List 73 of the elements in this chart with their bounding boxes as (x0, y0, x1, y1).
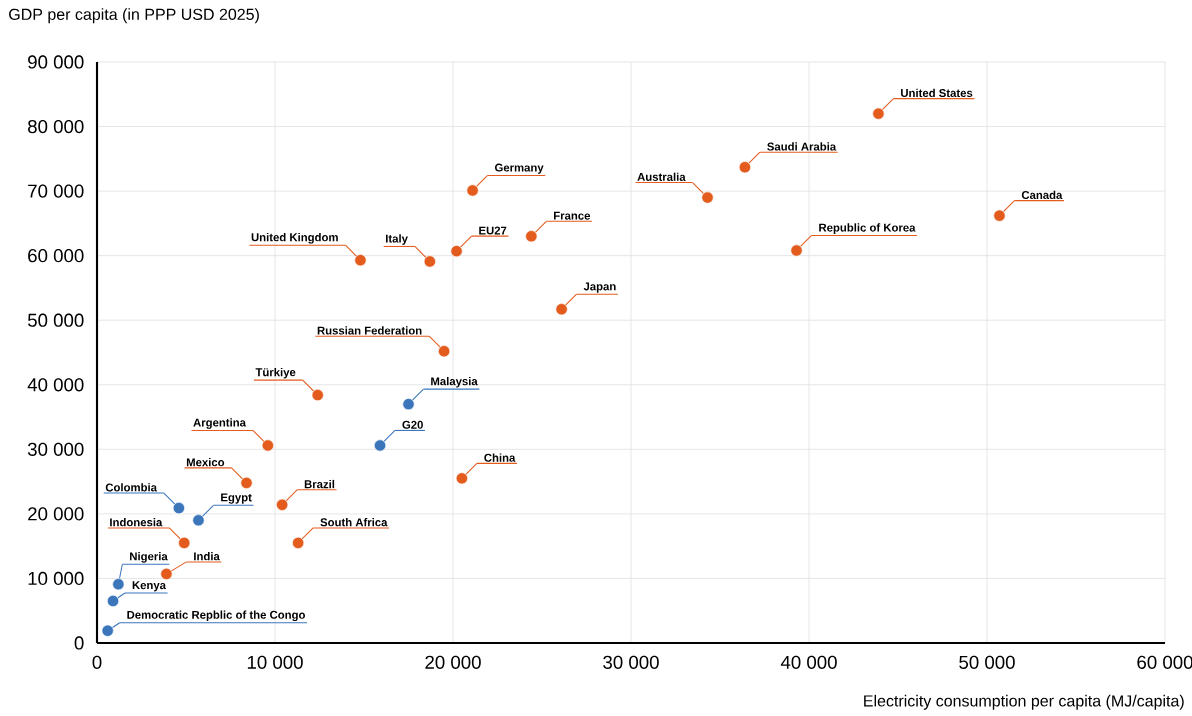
y-tick-label: 50 000 (27, 313, 84, 327)
point (466, 184, 479, 197)
y-axis-title: GDP per capita (in PPP USD 2025) (9, 8, 259, 24)
annotation: South Africa (320, 518, 388, 527)
point (160, 567, 173, 580)
point (423, 255, 436, 268)
x-tick-label: 30 000 (603, 655, 659, 669)
point (872, 107, 885, 120)
annotation: Democratic Repblic of the Congo (127, 610, 305, 622)
y-tick-label: 90 000 (28, 55, 84, 69)
annotation: Australia (637, 172, 686, 181)
annotation: Indonesia (110, 518, 163, 527)
annotation: Egypt (221, 493, 252, 504)
annotation: Italy (386, 234, 408, 245)
annotation: France (554, 211, 591, 220)
point (402, 398, 415, 411)
y-tick-label: 0 (74, 636, 84, 650)
annotation: Türkiye (255, 367, 296, 379)
point (112, 578, 125, 591)
point (555, 303, 568, 316)
point (354, 254, 367, 267)
y-tick-label: 70 000 (28, 184, 84, 198)
x-tick-label: 10 000 (247, 655, 303, 669)
annotation: Kenya (132, 581, 167, 592)
point (276, 498, 289, 511)
annotation: G20 (402, 420, 423, 429)
point (701, 191, 714, 204)
x-tick-label: 0 (92, 655, 102, 669)
x-axis-title: Electricity consumption per capita (MJ/capita) (864, 694, 1184, 710)
point (311, 389, 324, 402)
annotation: United Kingdom (251, 232, 338, 244)
point (172, 501, 185, 515)
x-tick-label: 40 000 (780, 655, 837, 669)
point (192, 514, 205, 527)
y-tick-label: 20 000 (28, 507, 84, 521)
annotation: EU27 (479, 226, 507, 235)
y-tick-label: 80 000 (28, 119, 84, 134)
annotation: Mexico (186, 457, 225, 467)
annotation: Japan (583, 282, 616, 293)
annotation: India (194, 551, 220, 561)
point (738, 161, 751, 174)
x-tick-label: 50 000 (959, 655, 1015, 669)
x-tick-label: 20 000 (425, 655, 481, 669)
y-tick-label: 30 000 (27, 442, 84, 456)
point (373, 439, 387, 452)
annotation: Russian Federation (317, 326, 422, 335)
annotation: China (484, 453, 516, 462)
annotation: United States (901, 88, 973, 98)
point (178, 536, 191, 549)
annotation: Argentina (193, 418, 247, 429)
x-tick-label: 60 000 (1137, 655, 1192, 669)
annotation: Saudi Arabia (767, 142, 837, 151)
annotation: Colombia (105, 483, 158, 492)
point (525, 230, 538, 243)
y-tick-label: 60 000 (28, 249, 84, 263)
point (261, 439, 274, 452)
y-tick-label: 40 000 (27, 378, 84, 392)
point (240, 476, 253, 489)
point (790, 244, 803, 257)
annotation: Malaysia (431, 376, 478, 388)
point (292, 536, 305, 549)
point (455, 472, 468, 485)
annotation: Brazil (304, 479, 335, 489)
annotation: Republic of Korea (819, 223, 916, 234)
point (438, 345, 451, 358)
annotation: Germany (494, 163, 544, 174)
point (450, 245, 463, 258)
point (101, 624, 114, 637)
y-tick-label: 10 000 (28, 571, 84, 586)
point (993, 209, 1006, 222)
annotation: Canada (1021, 190, 1063, 200)
annotation: Nigeria (130, 552, 168, 563)
point (106, 594, 120, 608)
